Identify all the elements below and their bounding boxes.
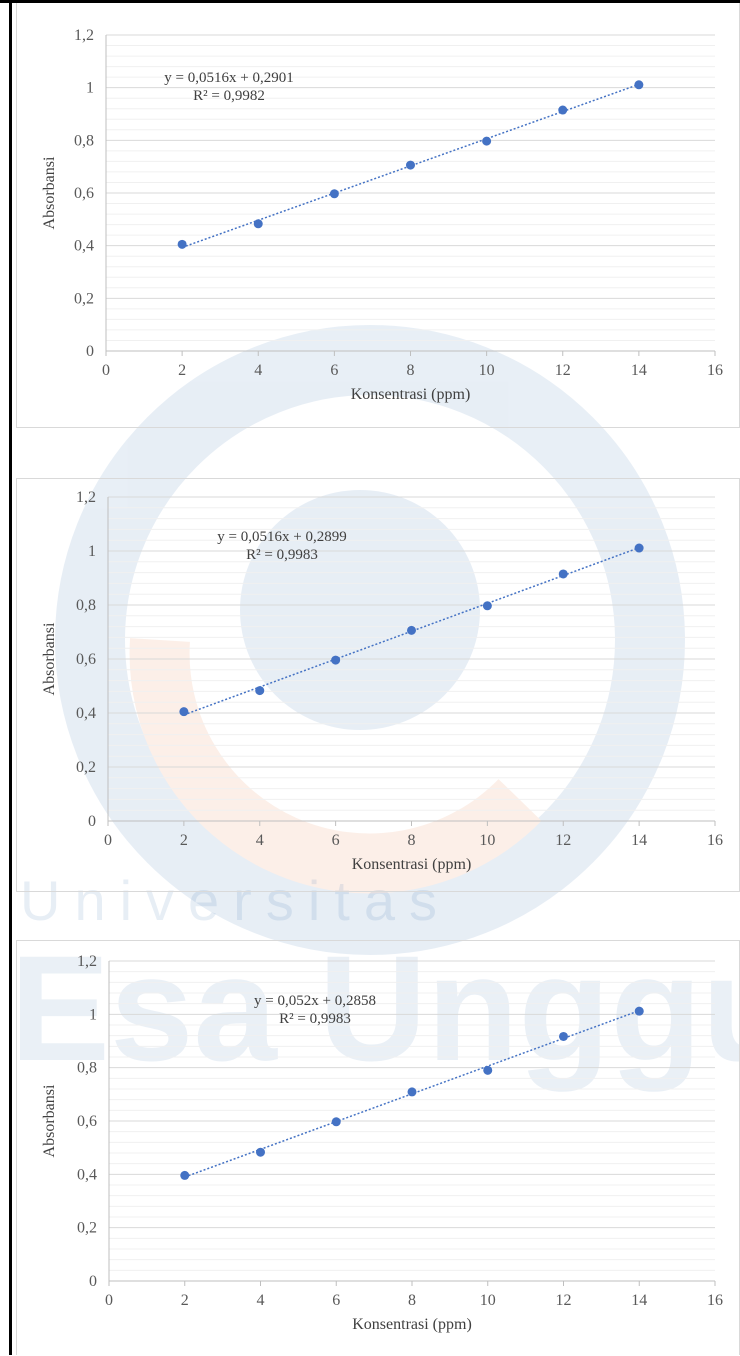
x-axis-title: Konsentrasi (ppm)	[352, 856, 472, 873]
y-tick-label: 1,2	[74, 27, 94, 44]
x-tick-label: 6	[332, 1292, 340, 1309]
x-tick-label: 14	[631, 1292, 647, 1309]
calibration-chart-3: 0 0,2 0,4 0,6 0,8 1 1,2 0 2 4 6 8 10 12 14 16 Konsentras…	[41, 953, 723, 1333]
r-squared-label: R² = 0,9982	[193, 88, 265, 104]
x-tick-label: 8	[408, 832, 416, 849]
trendline-equation: y = 0,0516x + 0,2899	[217, 529, 346, 545]
x-tick-label: 4	[254, 362, 262, 379]
data-point	[256, 1147, 265, 1157]
x-tick-label: 8	[407, 362, 415, 379]
x-tick-label: 0	[105, 1292, 113, 1309]
trendline-equation: y = 0,0516x + 0,2901	[164, 70, 293, 86]
data-point	[406, 160, 415, 170]
y-tick-label: 1,2	[76, 489, 96, 506]
y-tick-label: 0,2	[77, 1220, 97, 1237]
y-tick-label: 0,8	[77, 1060, 97, 1077]
x-tick-label: 2	[181, 1292, 189, 1309]
data-point	[483, 1065, 493, 1075]
x-tick-label: 4	[257, 1292, 265, 1309]
x-tick-label: 10	[479, 832, 495, 849]
data-point	[331, 1117, 341, 1127]
x-tick-label: 12	[556, 1292, 572, 1309]
data-point	[558, 569, 568, 579]
y-tick-label: 0,6	[77, 1113, 97, 1130]
x-tick-label: 2	[178, 362, 186, 379]
chart-panel-1: 0 0,2 0,4 0,6 0,8 1 1,2 0 2 4 6 8 10 12 14 16 Konsentras…	[16, 2, 740, 428]
x-tick-label: 14	[631, 362, 647, 379]
y-tick-label: 0	[86, 343, 94, 360]
x-axis-title: Konsentrasi (ppm)	[351, 386, 471, 403]
x-tick-label: 4	[256, 832, 264, 849]
y-tick-label: 0,4	[77, 1166, 97, 1183]
data-point	[407, 1087, 417, 1097]
frame-top-border	[0, 0, 740, 3]
data-point	[634, 80, 644, 90]
x-tick-label: 8	[408, 1292, 416, 1309]
calibration-chart-1: 0 0,2 0,4 0,6 0,8 1 1,2 0 2 4 6 8 10 12 14 16 Konsentras…	[41, 27, 723, 403]
x-tick-label: 10	[479, 362, 495, 379]
x-tick-label: 2	[180, 832, 188, 849]
y-tick-label: 0	[88, 813, 96, 830]
data-point	[177, 239, 187, 249]
y-tick-label: 0,4	[74, 238, 94, 255]
data-point	[331, 655, 341, 665]
data-point	[634, 543, 644, 553]
x-tick-label: 16	[707, 362, 723, 379]
x-tick-label: 0	[102, 362, 110, 379]
x-tick-label: 6	[330, 362, 338, 379]
x-tick-label: 10	[480, 1292, 496, 1309]
data-point	[482, 136, 492, 146]
x-tick-label: 14	[631, 832, 647, 849]
data-point	[179, 707, 189, 717]
data-point	[407, 625, 416, 635]
x-tick-label: 0	[104, 832, 112, 849]
r-squared-label: R² = 0,9983	[279, 1011, 351, 1027]
x-tick-label: 12	[555, 832, 571, 849]
y-tick-label: 0,2	[76, 759, 96, 776]
data-point	[558, 105, 568, 115]
y-tick-label: 1	[89, 1006, 97, 1023]
data-point	[180, 1170, 190, 1180]
r-squared-label: R² = 0,9983	[246, 547, 318, 563]
calibration-chart-2: 0 0,2 0,4 0,6 0,8 1 1,2 0 2 4 6 8 10 12 14 16 Konsentras…	[41, 489, 723, 873]
chart-panel-3: 0 0,2 0,4 0,6 0,8 1 1,2 0 2 4 6 8 10 12 14 16 Konsentras…	[16, 940, 740, 1355]
y-tick-label: 0	[89, 1273, 97, 1290]
y-tick-label: 1	[88, 543, 96, 560]
y-tick-label: 0,8	[74, 132, 94, 149]
data-point	[559, 1031, 568, 1041]
trendline-equation: y = 0,052x + 0,2858	[254, 993, 376, 1009]
data-point	[329, 189, 339, 199]
data-point	[253, 219, 263, 229]
y-tick-label: 0,6	[76, 651, 96, 668]
y-tick-label: 0,2	[74, 290, 94, 307]
data-point	[255, 686, 265, 696]
frame-left-border	[0, 0, 12, 1355]
y-tick-label: 1	[86, 80, 94, 97]
y-tick-label: 0,6	[74, 185, 94, 202]
y-tick-label: 0,4	[76, 705, 96, 722]
x-tick-label: 12	[555, 362, 571, 379]
x-tick-label: 16	[707, 832, 723, 849]
data-point	[482, 601, 492, 611]
x-tick-label: 6	[332, 832, 340, 849]
x-axis-title: Konsentrasi (ppm)	[352, 1316, 472, 1333]
chart-panel-2: 0 0,2 0,4 0,6 0,8 1 1,2 0 2 4 6 8 10 12 14 16 Konsentras…	[16, 478, 740, 892]
y-axis-title: Absorbansi	[41, 622, 58, 695]
y-tick-label: 1,2	[77, 953, 97, 970]
data-point	[634, 1006, 644, 1016]
x-tick-label: 16	[707, 1292, 723, 1309]
y-axis-title: Absorbansi	[41, 1084, 58, 1157]
y-tick-label: 0,8	[76, 597, 96, 614]
y-axis-title: Absorbansi	[41, 156, 58, 229]
